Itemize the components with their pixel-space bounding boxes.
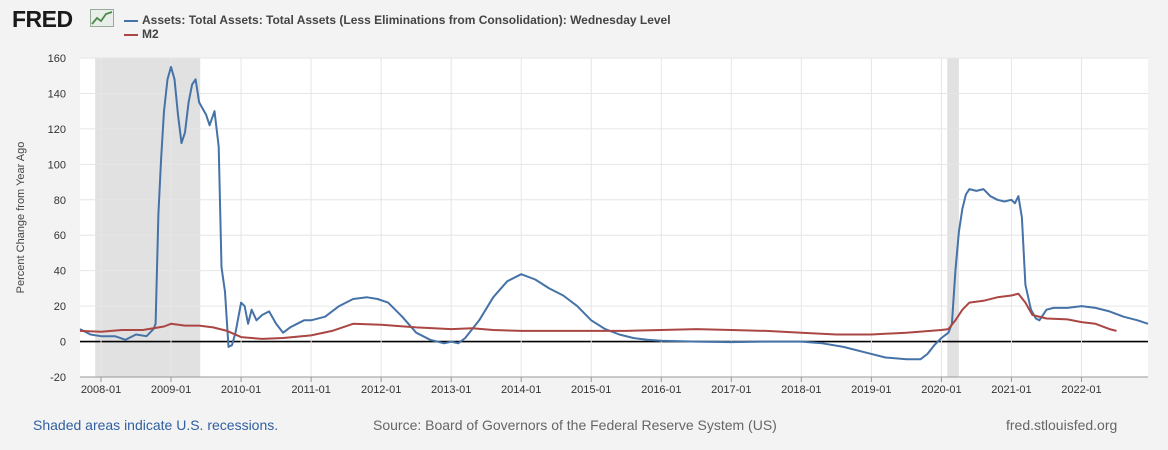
y-axis-label: Percent Change from Year Ago	[15, 142, 27, 294]
x-tick-label: 2014-01	[501, 384, 541, 396]
y-tick-label: 0	[60, 337, 66, 349]
x-tick-label: 2018-01	[781, 384, 821, 396]
x-tick-label: 2013-01	[431, 384, 471, 396]
legend-swatch-m2	[124, 33, 138, 36]
y-tick-label: 120	[48, 124, 66, 136]
legend-item-assets[interactable]: Assets: Total Assets: Total Assets (Less…	[124, 13, 671, 27]
y-tick-label: 20	[54, 301, 66, 313]
series-line-m2	[79, 292, 1117, 340]
chart-header: FRED Assets: Total Assets: Total Assets …	[0, 0, 1168, 50]
plot-area	[80, 58, 1148, 377]
x-tick-label: 2012-01	[361, 384, 401, 396]
recession-shading	[95, 58, 959, 377]
legend-label-assets: Assets: Total Assets: Total Assets (Less…	[142, 13, 671, 27]
x-tick-label: 2022-01	[1061, 384, 1101, 396]
x-tick-label: 2021-01	[991, 384, 1031, 396]
gridlines	[80, 57, 1148, 378]
legend-swatch-assets	[124, 19, 138, 22]
x-tick-label: 2019-01	[851, 384, 891, 396]
site-link[interactable]: fred.stlouisfed.org	[1006, 417, 1118, 433]
fred-logo[interactable]: FRED	[12, 6, 73, 32]
legend-label-m2: M2	[142, 27, 159, 41]
x-tick-label: 2008-01	[81, 384, 121, 396]
fred-graph-icon	[90, 9, 114, 27]
y-tick-label: 100	[48, 159, 66, 171]
x-tick-label: 2016-01	[641, 384, 681, 396]
y-tick-label: 60	[54, 230, 66, 242]
series-line-assets	[79, 65, 1149, 361]
x-tick-label: 2020-01	[921, 384, 961, 396]
x-tick-label: 2017-01	[711, 384, 751, 396]
x-tick-label: 2015-01	[571, 384, 611, 396]
line-chart: -20 0 20 40 60 80 100 120 140 160 2008-01 2009-01 20…	[15, 53, 1149, 396]
x-tick-label: 2009-01	[151, 384, 191, 396]
y-tick-label: 80	[54, 195, 66, 207]
y-tick-label: 40	[54, 266, 66, 278]
y-tick-label: 140	[48, 88, 66, 100]
source-note: Source: Board of Governors of the Federa…	[373, 417, 777, 433]
legend-item-m2[interactable]: M2	[124, 27, 159, 41]
x-tick-label: 2011-01	[291, 384, 331, 396]
y-tick-label: -20	[50, 372, 66, 384]
recession-note[interactable]: Shaded areas indicate U.S. recessions.	[33, 417, 279, 433]
y-tick-label: 160	[48, 53, 66, 65]
x-tick-label: 2010-01	[221, 384, 261, 396]
recession-band	[947, 58, 959, 377]
data-series	[79, 65, 1149, 361]
axes: -20 0 20 40 60 80 100 120 140 160 2008-01 2009-01 20…	[48, 53, 1148, 396]
recession-band	[95, 58, 201, 377]
